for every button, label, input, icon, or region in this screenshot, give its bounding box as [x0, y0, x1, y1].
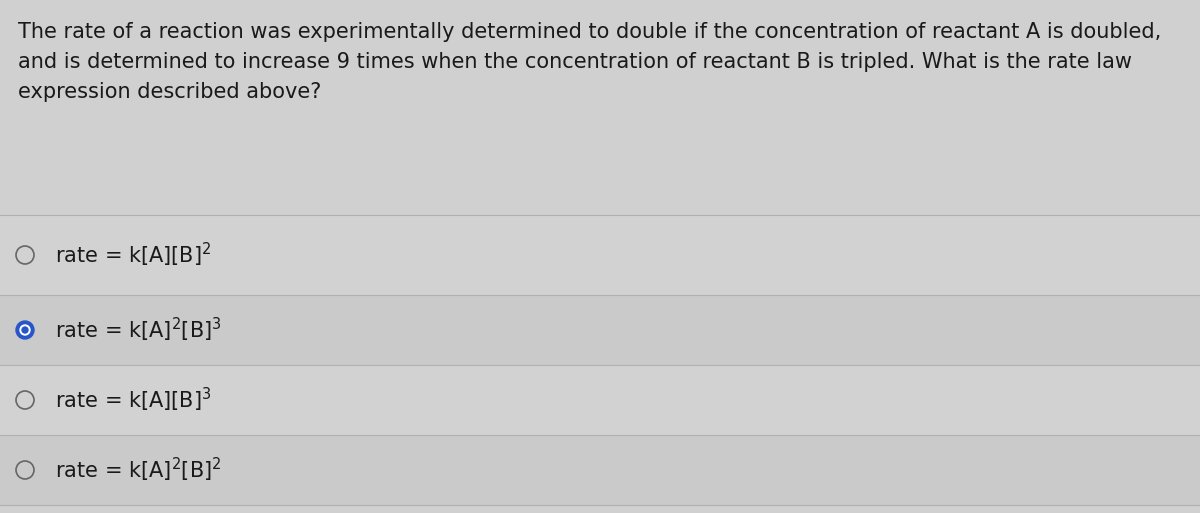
- Text: expression described above?: expression described above?: [18, 82, 322, 102]
- Circle shape: [20, 325, 30, 335]
- Circle shape: [22, 327, 28, 333]
- Text: rate = k[A]$^2$[B]$^3$: rate = k[A]$^2$[B]$^3$: [55, 316, 222, 344]
- Text: rate = k[A][B]$^3$: rate = k[A][B]$^3$: [55, 386, 211, 414]
- FancyBboxPatch shape: [0, 365, 1200, 435]
- Text: rate = k[A][B]$^2$: rate = k[A][B]$^2$: [55, 241, 211, 269]
- FancyBboxPatch shape: [0, 435, 1200, 505]
- Circle shape: [16, 321, 34, 339]
- Text: rate = k[A]$^2$[B]$^2$: rate = k[A]$^2$[B]$^2$: [55, 456, 222, 484]
- Text: and is determined to increase 9 times when the concentration of reactant B is tr: and is determined to increase 9 times wh…: [18, 52, 1132, 72]
- FancyBboxPatch shape: [0, 215, 1200, 295]
- Text: The rate of a reaction was experimentally determined to double if the concentrat: The rate of a reaction was experimentall…: [18, 22, 1162, 42]
- FancyBboxPatch shape: [0, 295, 1200, 365]
